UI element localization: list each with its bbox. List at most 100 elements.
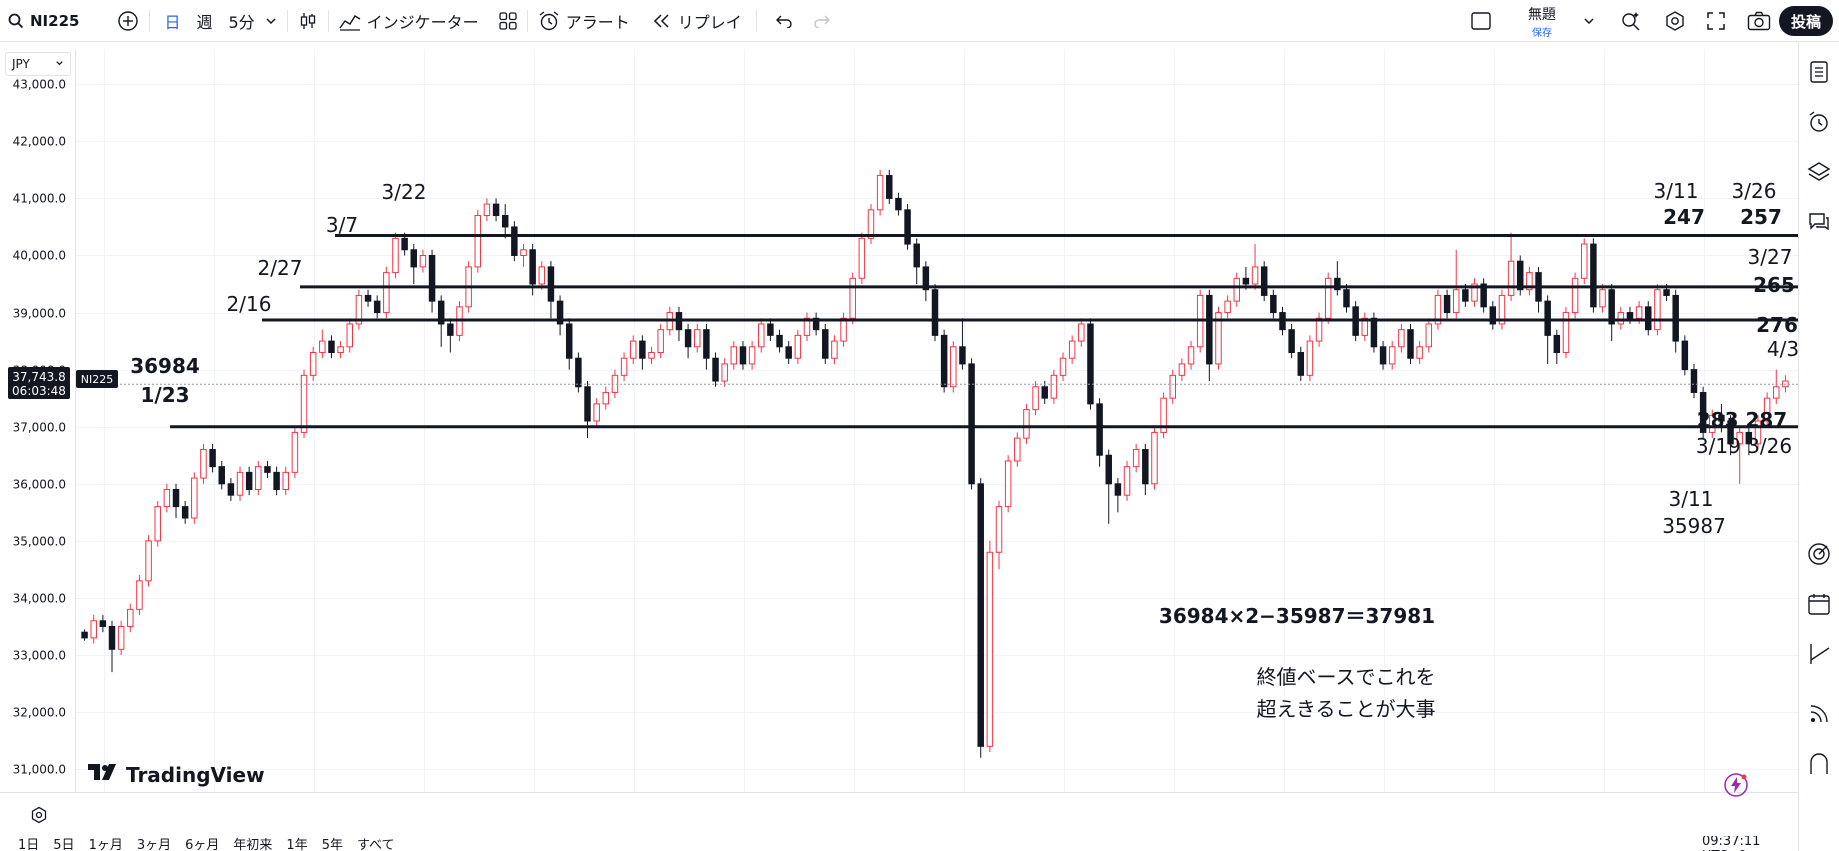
range-button[interactable]: 5年 (321, 838, 343, 851)
fullscreen-button[interactable] (1706, 0, 1726, 42)
candle (840, 312, 847, 347)
candle (373, 295, 381, 319)
range-button[interactable]: 6ヶ月 (185, 838, 220, 851)
lightning-button[interactable] (1723, 772, 1749, 802)
drawn-levels[interactable] (170, 226, 1799, 431)
chat-bubble-icon (1807, 213, 1831, 238)
settings-button[interactable] (1664, 0, 1686, 42)
candle (922, 261, 930, 302)
watchlist-button[interactable] (1807, 60, 1831, 84)
calendar-button[interactable] (1807, 592, 1831, 616)
news-feed-button[interactable] (1807, 702, 1831, 726)
currency-selector[interactable]: JPY (5, 52, 71, 76)
interval-5min-button[interactable]: 5分 (228, 12, 255, 32)
candle (794, 329, 802, 364)
symbol-search[interactable]: NI225 (8, 0, 79, 42)
drawing-tools-button[interactable] (1807, 642, 1831, 666)
candle (1233, 272, 1241, 307)
candle (1727, 415, 1734, 456)
range-button[interactable]: 1年 (286, 838, 308, 851)
range-button[interactable]: 5日 (53, 838, 75, 851)
candle (1754, 415, 1762, 450)
compare-button[interactable] (117, 0, 139, 42)
candle (1699, 386, 1707, 439)
interval-day-button[interactable]: 日 (164, 12, 181, 32)
interval-dropdown[interactable] (265, 0, 277, 42)
time-axis-settings[interactable] (30, 806, 48, 828)
candle (538, 261, 546, 290)
candle (1334, 261, 1341, 296)
candle (1745, 426, 1753, 456)
candle (1379, 341, 1387, 370)
layouts-button[interactable] (499, 0, 517, 42)
layout-toggle-button[interactable] (1471, 0, 1491, 42)
layout-save-status: 保存 (1532, 28, 1552, 39)
range-button[interactable]: 1ヶ月 (88, 838, 123, 851)
alerts-panel-button[interactable] (1807, 110, 1831, 134)
candle (1645, 301, 1652, 336)
gear-icon (1664, 10, 1686, 32)
candle (1681, 335, 1689, 376)
chats-button[interactable] (1807, 210, 1831, 234)
candle (1617, 306, 1625, 330)
replay-button[interactable]: リプレイ (652, 0, 742, 42)
annotation-text: 2/27 (258, 256, 303, 280)
tradingview-logo: TradingView (88, 762, 265, 787)
candle (1132, 443, 1140, 473)
currency-label: JPY (12, 57, 30, 71)
price-chart[interactable]: 43,000.0 42,000.0 41,000.0 40,000.0 39,000.0… (0, 42, 1799, 808)
divider (327, 9, 329, 32)
candle (712, 352, 719, 387)
range-button[interactable]: 1日 (18, 838, 40, 851)
layout-name[interactable]: 無題 保存 (1524, 4, 1560, 39)
range-button[interactable]: 年初来 (233, 838, 273, 851)
interval-week-button[interactable]: 週 (196, 12, 213, 32)
candle (172, 483, 180, 519)
annotations: 36984 1/23 2/16 2/27 3/7 3/22 3/11 247 3… (130, 179, 1799, 721)
candle (1297, 346, 1305, 382)
tradingview-logo-icon (88, 762, 122, 787)
quick-search-button[interactable] (1620, 0, 1642, 42)
rewind-icon (652, 13, 672, 29)
layout-menu-dropdown[interactable] (1583, 0, 1595, 42)
alert-button[interactable]: アラート (538, 0, 630, 42)
performance-button[interactable] (1807, 542, 1831, 566)
replay-label: リプレイ (677, 12, 742, 32)
annotation-text: 265 (1753, 273, 1795, 297)
chart-type-button[interactable] (298, 0, 318, 42)
clock-timezone[interactable]: 09:37:11 UTC+9 (1702, 836, 1761, 851)
grid-icon (499, 11, 517, 30)
candle (291, 426, 299, 479)
candle (255, 460, 262, 496)
price-tick-label: 33,000.0 (13, 649, 66, 663)
range-button[interactable]: 3ヶ月 (136, 838, 172, 851)
candle (1498, 289, 1506, 330)
redo-button[interactable] (813, 0, 831, 42)
fullscreen-icon (1706, 11, 1726, 31)
candle (575, 352, 582, 393)
post-button[interactable]: 投稿 (1778, 6, 1833, 36)
candle (1014, 432, 1021, 467)
price-axis[interactable]: 43,000.0 42,000.0 41,000.0 40,000.0 39,000.0… (13, 78, 66, 777)
undo-button[interactable] (775, 0, 793, 42)
candle (90, 615, 97, 644)
indicators-button[interactable]: インジケーター (339, 0, 479, 42)
price-tick-label: 37,000.0 (13, 421, 66, 435)
object-tree-button[interactable] (1807, 160, 1831, 184)
help-button[interactable] (1807, 752, 1831, 776)
annotation-note-line1: 終値ベースでこれを (1257, 665, 1436, 689)
annotation-text: 4/3 (1767, 337, 1799, 361)
candle (1215, 306, 1222, 370)
candle (1041, 381, 1048, 404)
candle (99, 615, 107, 633)
candle (319, 329, 326, 359)
candle (410, 244, 418, 285)
candle (1425, 318, 1433, 353)
candle (1187, 341, 1195, 370)
candle (1471, 278, 1478, 307)
candle (822, 323, 829, 364)
candle (1251, 244, 1259, 290)
snapshot-button[interactable] (1747, 0, 1771, 42)
camera-icon (1747, 11, 1771, 31)
range-button[interactable]: すべて (356, 838, 395, 851)
